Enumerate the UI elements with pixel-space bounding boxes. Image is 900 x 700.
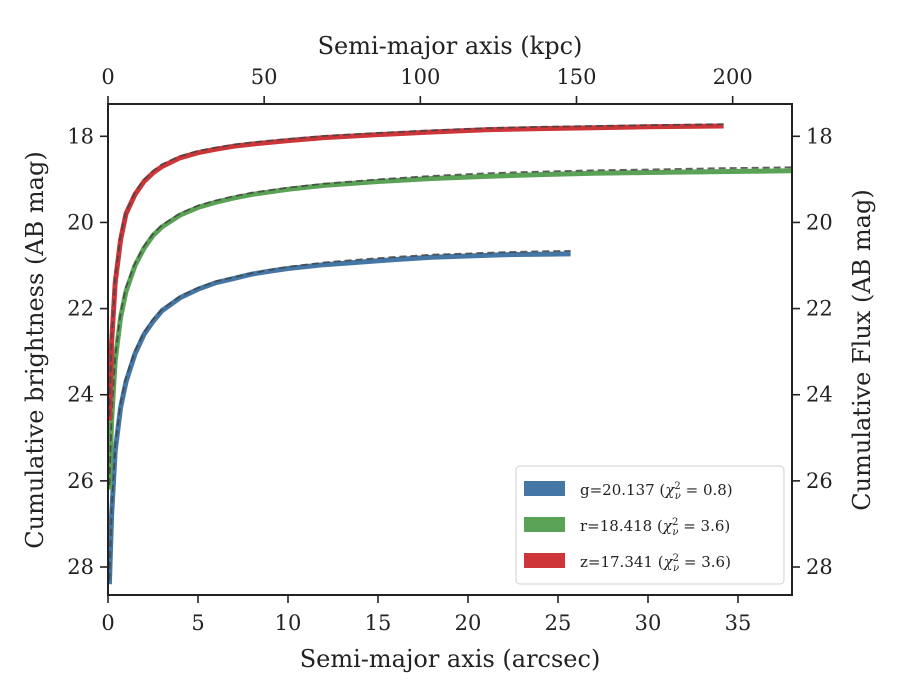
x-tick-label-5: 5	[191, 611, 204, 635]
x-tick-label-0: 0	[101, 611, 114, 635]
right-y-tick-label-20: 20	[806, 210, 833, 234]
x-tick-label-30: 30	[635, 611, 662, 635]
curves-layer	[106, 123, 793, 585]
legend-swatch-r	[524, 517, 565, 532]
series-r-model	[108, 166, 793, 486]
x-tick-label-10: 10	[275, 611, 302, 635]
y-tick-label-24: 24	[67, 383, 94, 407]
plot-frame	[107, 103, 793, 596]
ticks-layer: 0 5 10 15 20 25 30 35 0 50 100 150 200 18 18 20 20 22 22 24…	[67, 65, 832, 635]
legend-swatch-g	[524, 481, 565, 496]
legend-label-r: r=18.418 (χ2 ν = 3.6)	[580, 517, 730, 538]
x-axis-title: Semi-major axis (arcsec)	[300, 645, 601, 673]
y-tick-label-22: 22	[67, 297, 94, 321]
top-x-tick-label-150: 150	[556, 65, 596, 89]
legend-box	[515, 465, 785, 585]
series-z-profile	[106, 123, 724, 421]
right-y-axis-title: Cumulative Flux (AB mag)	[848, 189, 876, 510]
right-y-tick-label-28: 28	[806, 555, 833, 579]
right-y-tick-label-26: 26	[806, 469, 833, 493]
x-tick-label-35: 35	[725, 611, 752, 635]
legend-label-g: g=20.137 (χ2 ν = 0.8)	[580, 481, 733, 502]
right-y-tick-label-18: 18	[806, 124, 833, 148]
x-tick-label-20: 20	[455, 611, 482, 635]
x-tick-label-25: 25	[545, 611, 572, 635]
y-tick-label-28: 28	[67, 555, 94, 579]
series-r-profile	[106, 168, 793, 490]
legend: g=20.137 (χ2 ν = 0.8) r=18.418 (χ2 ν = 3.6)…	[515, 465, 785, 585]
y-tick-label-20: 20	[67, 210, 94, 234]
y-axis-title: Cumulative brightness (AB mag)	[21, 151, 49, 548]
series-z-model	[108, 123, 724, 417]
y-tick-label-26: 26	[67, 469, 94, 493]
top-x-tick-label-100: 100	[400, 65, 440, 89]
y-tick-label-18: 18	[67, 124, 94, 148]
top-x-axis-title: Semi-major axis (kpc)	[318, 32, 583, 60]
right-y-tick-label-24: 24	[806, 383, 833, 407]
legend-label-z: z=17.341 (χ2 ν = 3.6)	[580, 553, 731, 574]
top-x-tick-label-0: 0	[101, 65, 114, 89]
x-tick-label-15: 15	[365, 611, 392, 635]
top-x-tick-label-50: 50	[251, 65, 278, 89]
right-y-tick-label-22: 22	[806, 297, 833, 321]
legend-swatch-z	[524, 553, 565, 568]
series-g-profile	[106, 251, 571, 585]
top-x-tick-label-200: 200	[713, 65, 753, 89]
series-g-model	[108, 250, 571, 580]
